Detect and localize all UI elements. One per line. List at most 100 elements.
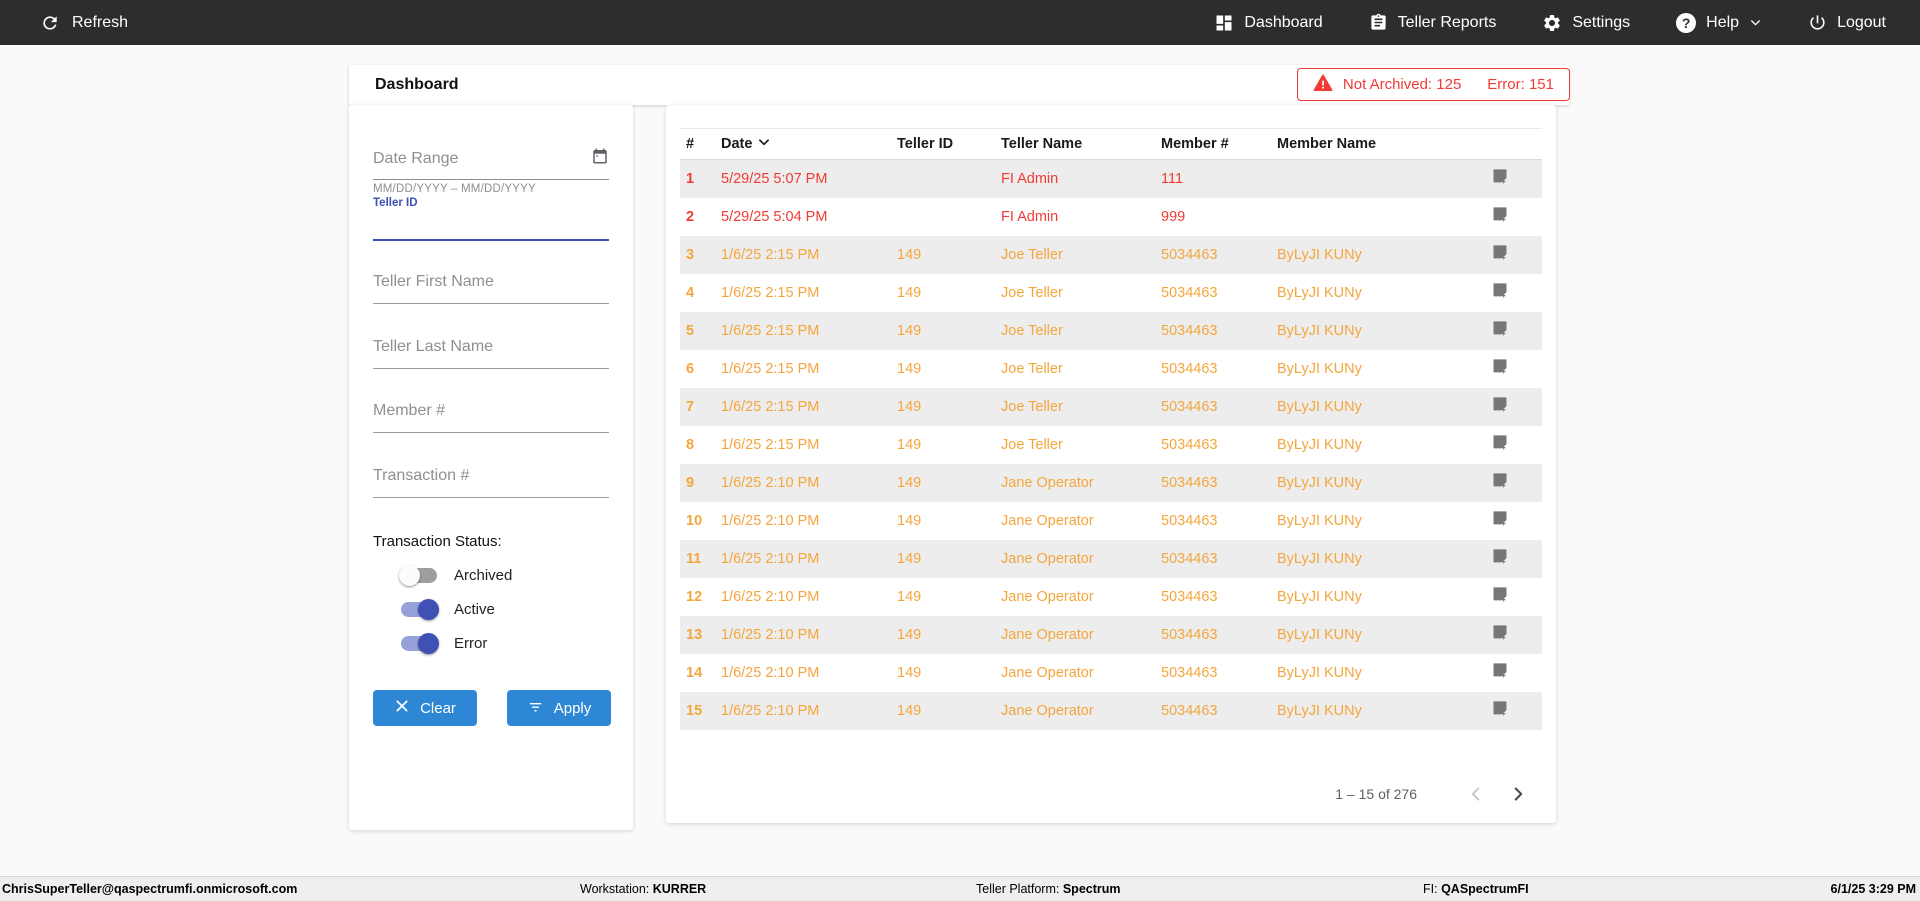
table-row[interactable]: 3 1/6/25 2:15 PM 149 Joe Teller 5034463 ByLyJ… <box>680 236 1542 274</box>
cell-note <box>1490 699 1542 723</box>
teller-first-name-input[interactable] <box>373 273 609 304</box>
cell-member-number: 5034463 <box>1161 437 1218 453</box>
nav-item-logout[interactable]: Logout <box>1808 13 1886 32</box>
cell-date: 1/6/25 2:15 PM <box>721 361 820 377</box>
nav-item-help[interactable]: ? Help <box>1676 12 1762 33</box>
cell-member-name: ByLyJI KUNy <box>1277 551 1362 567</box>
toggle-switch-archived[interactable] <box>399 564 437 586</box>
table-row[interactable]: 2 5/29/25 5:04 PM FI Admin 999 <box>680 198 1542 236</box>
cell-teller-name: Joe Teller <box>1001 285 1063 301</box>
note-icon[interactable] <box>1490 547 1510 571</box>
table-row[interactable]: 9 1/6/25 2:10 PM 149 Jane Operator 5034463 By… <box>680 464 1542 502</box>
column-header-date[interactable]: Date <box>721 135 897 153</box>
nav-item-settings[interactable]: Settings <box>1542 13 1630 33</box>
note-icon[interactable] <box>1490 319 1510 343</box>
nav-item-dashboard[interactable]: Dashboard <box>1214 13 1323 33</box>
table-row[interactable]: 8 1/6/25 2:15 PM 149 Joe Teller 5034463 ByLyJ… <box>680 426 1542 464</box>
cell-member-number: 5034463 <box>1161 247 1218 263</box>
platform-value: Spectrum <box>1062 882 1121 896</box>
cell-teller-name: Jane Operator <box>1001 665 1094 681</box>
cell-note <box>1490 357 1542 381</box>
cell-teller-id: 149 <box>897 247 922 263</box>
teller-last-name-input[interactable] <box>373 338 609 369</box>
note-icon[interactable] <box>1490 243 1510 267</box>
note-icon[interactable] <box>1490 509 1510 533</box>
note-icon[interactable] <box>1490 205 1510 229</box>
teller-id-focus-underline <box>373 239 609 241</box>
dashboard-icon <box>1214 13 1234 33</box>
table-row[interactable]: 11 1/6/25 2:10 PM 149 Jane Operator 5034463 B… <box>680 540 1542 578</box>
cell-teller-id: 149 <box>897 703 922 719</box>
table-row[interactable]: 6 1/6/25 2:15 PM 149 Joe Teller 5034463 ByLyJ… <box>680 350 1542 388</box>
nav-item-label: Teller Reports <box>1397 13 1497 31</box>
nav-item-teller-reports[interactable]: Teller Reports <box>1369 13 1497 32</box>
cell-teller-id: 149 <box>897 361 922 377</box>
toggle-active[interactable]: Active <box>401 597 512 621</box>
cell-member-number: 5034463 <box>1161 361 1218 377</box>
column-header-teller-id: Teller ID <box>897 136 1001 152</box>
cell-note <box>1490 509 1542 533</box>
toggle-switch-error[interactable] <box>401 632 439 654</box>
note-icon[interactable] <box>1490 585 1510 609</box>
cell-row-number: 14 <box>686 665 703 681</box>
pagination-range: 1 – 15 of 276 <box>1335 786 1417 802</box>
fi-value: QASpectrumFI <box>1441 882 1529 896</box>
table-row[interactable]: 15 1/6/25 2:10 PM 149 Jane Operator 5034463 B… <box>680 692 1542 730</box>
note-icon[interactable] <box>1490 357 1510 381</box>
status-alert: Not Archived: 125 Error: 151 <box>1296 68 1570 101</box>
member-number-input[interactable] <box>373 402 609 433</box>
cell-date: 5/29/25 5:04 PM <box>721 209 828 225</box>
cell-row-number: 12 <box>686 589 703 605</box>
previous-page-button[interactable] <box>1463 781 1489 807</box>
date-range-input[interactable] <box>373 149 591 168</box>
cell-teller-id: 149 <box>897 475 922 491</box>
toggle-label: Archived <box>454 566 513 584</box>
note-icon[interactable] <box>1490 395 1510 419</box>
cell-date: 1/6/25 2:15 PM <box>721 437 820 453</box>
note-icon[interactable] <box>1490 471 1510 495</box>
transaction-number-input[interactable] <box>373 467 609 498</box>
clear-button[interactable]: Clear <box>373 690 477 726</box>
toggle-error[interactable]: Error <box>401 631 512 655</box>
note-icon[interactable] <box>1490 661 1510 685</box>
table-row[interactable]: 5 1/6/25 2:15 PM 149 Joe Teller 5034463 ByLyJ… <box>680 312 1542 350</box>
calendar-icon[interactable] <box>591 147 609 170</box>
teller-id-input[interactable] <box>373 205 609 237</box>
cell-teller-name: Jane Operator <box>1001 703 1094 719</box>
cell-member-number: 111 <box>1161 171 1184 187</box>
cell-date: 1/6/25 2:15 PM <box>721 247 820 263</box>
apply-button[interactable]: Apply <box>507 690 611 726</box>
top-navbar: Refresh Dashboard Teller Reports Settings?… <box>0 0 1920 45</box>
member-number-field <box>373 402 609 433</box>
footer-fi: FI: QASpectrumFI <box>1423 882 1529 896</box>
cell-date: 1/6/25 2:10 PM <box>721 703 820 719</box>
teller-first-name-field <box>373 273 609 304</box>
note-icon[interactable] <box>1490 281 1510 305</box>
table-row[interactable]: 10 1/6/25 2:10 PM 149 Jane Operator 5034463 B… <box>680 502 1542 540</box>
refresh-button[interactable]: Refresh <box>40 13 128 33</box>
table-row[interactable]: 12 1/6/25 2:10 PM 149 Jane Operator 5034463 B… <box>680 578 1542 616</box>
cell-teller-name: Joe Teller <box>1001 399 1063 415</box>
cell-member-number: 5034463 <box>1161 703 1218 719</box>
refresh-label: Refresh <box>72 13 129 31</box>
cell-teller-id: 149 <box>897 665 922 681</box>
note-icon[interactable] <box>1490 433 1510 457</box>
toggle-archived[interactable]: Archived <box>399 563 513 587</box>
cell-teller-id: 149 <box>897 627 922 643</box>
cell-date: 1/6/25 2:15 PM <box>721 323 820 339</box>
table-row[interactable]: 14 1/6/25 2:10 PM 149 Jane Operator 5034463 B… <box>680 654 1542 692</box>
note-icon[interactable] <box>1490 699 1510 723</box>
next-page-button[interactable] <box>1505 781 1531 807</box>
note-icon[interactable] <box>1490 623 1510 647</box>
toggle-switch-active[interactable] <box>401 598 439 620</box>
page-title: Dashboard <box>375 76 459 93</box>
table-row[interactable]: 13 1/6/25 2:10 PM 149 Jane Operator 5034463 B… <box>680 616 1542 654</box>
cell-note <box>1490 433 1542 457</box>
note-icon[interactable] <box>1490 167 1510 191</box>
table-row[interactable]: 4 1/6/25 2:15 PM 149 Joe Teller 5034463 ByLyJ… <box>680 274 1542 312</box>
cell-teller-id: 149 <box>897 589 922 605</box>
toggle-thumb <box>418 632 439 654</box>
table-row[interactable]: 7 1/6/25 2:15 PM 149 Joe Teller 5034463 ByLyJ… <box>680 388 1542 426</box>
pagination: 1 – 15 of 276 <box>1335 781 1531 807</box>
table-row[interactable]: 1 5/29/25 5:07 PM FI Admin 111 <box>680 160 1542 198</box>
